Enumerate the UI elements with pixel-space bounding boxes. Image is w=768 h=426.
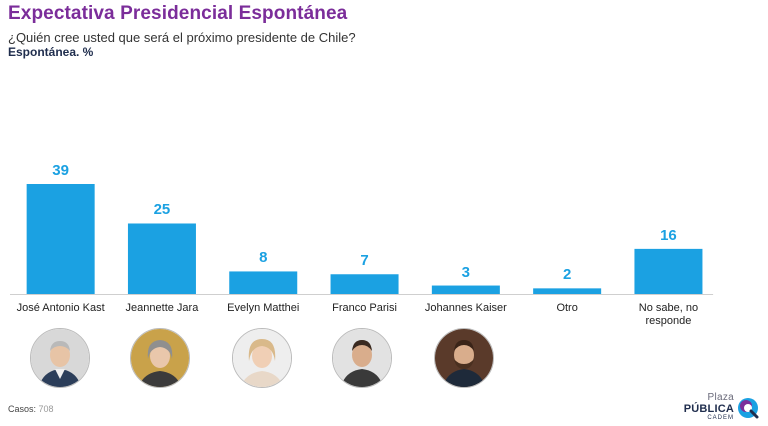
bar-4 [431,285,500,294]
category-label-0: José Antonio Kast [16,302,105,314]
bar-0 [26,184,95,294]
logo-line-publica: PÚBLICA [683,403,734,415]
data-label-1: 25 [153,201,171,219]
data-label-3: 7 [360,252,369,270]
avatar-jara [130,328,190,388]
avatar-kaiser [434,328,494,388]
data-label-4: 3 [461,263,471,281]
logo-line-plaza: Plaza [707,392,734,403]
casos-value: 708 [38,404,54,414]
category-label-5: Otro [556,302,578,314]
plaza-publica-cadem-logo: Plaza PÚBLICA CADEM [684,392,764,424]
bar-2 [229,271,298,294]
category-label-6: No sabe, no responde [638,302,699,327]
category-label-4: Johannes Kaiser [424,302,507,314]
casos-note: Casos: 708 [8,404,54,414]
casos-label: Casos: [8,404,37,414]
logo-q-icon [738,398,759,419]
bar-3 [330,274,399,294]
data-label-6: 16 [660,226,677,244]
data-label-0: 39 [52,162,69,179]
bar-1 [127,223,196,294]
category-label-1: Jeannette Jara [125,302,199,314]
chart-subtitle: ¿Quién cree usted que será el próximo pr… [8,30,356,45]
logo-line-cadem: CADEM [707,415,734,421]
category-label-3: Franco Parisi [332,302,397,314]
avatar-parisi [332,328,392,388]
bar-5 [533,288,602,294]
data-label-2: 8 [259,249,268,267]
category-label-2: Evelyn Matthei [227,302,300,314]
chart-title: Expectativa Presidencial Espontánea [8,3,348,24]
avatar-matthei [232,328,292,388]
chart-unit-note: Espontánea. % [8,45,94,59]
bar-6 [634,248,703,294]
avatar-kast [30,328,90,388]
data-label-5: 2 [562,266,572,284]
